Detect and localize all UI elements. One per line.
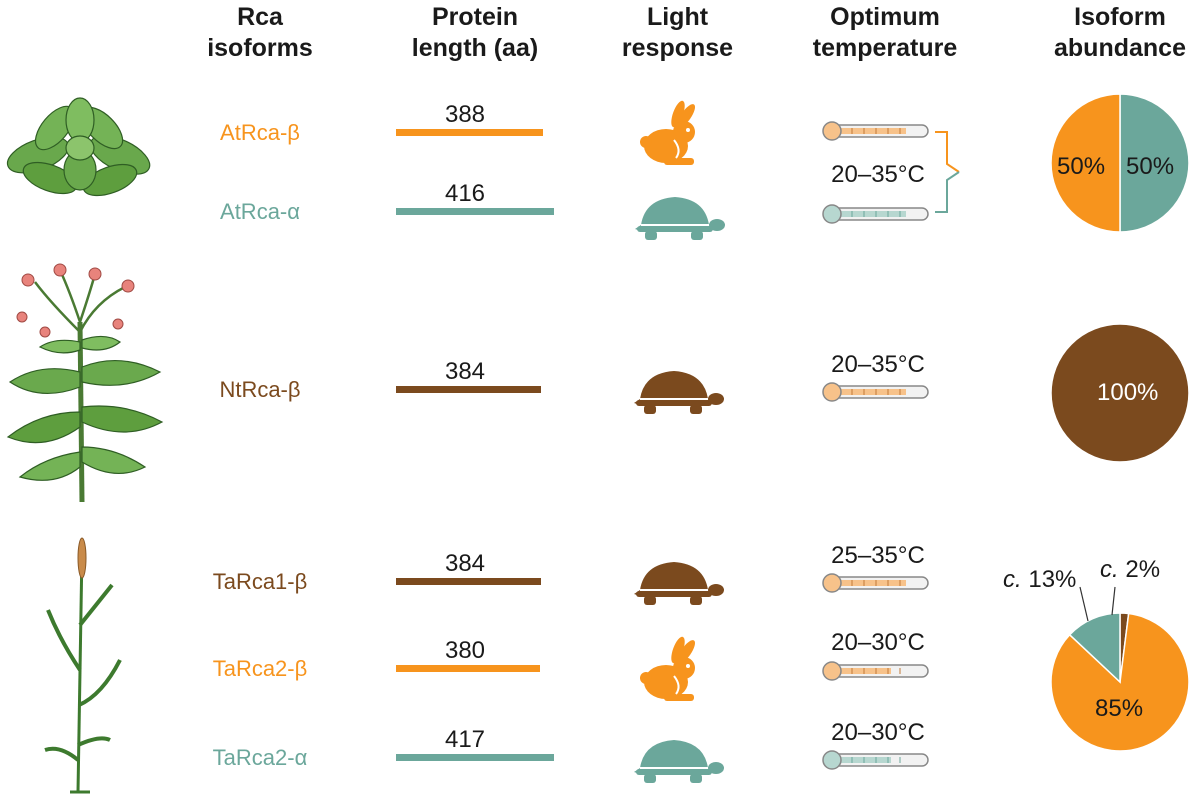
isoform-label: TaRca1-β xyxy=(212,569,308,594)
protein-length-bar xyxy=(396,578,541,585)
tobacco-plant-icon xyxy=(6,263,164,503)
temperature-range: 20–30°C xyxy=(831,629,925,656)
pie-slice-label: 50% xyxy=(1126,153,1175,180)
abundance-pie-arabidopsis xyxy=(1050,93,1190,233)
header-protein-length: Protein length (aa) xyxy=(411,3,539,62)
protein-length-bar xyxy=(396,129,543,136)
abundance-pie-tobacco xyxy=(1050,323,1190,463)
temperature-range: 20–35°C xyxy=(831,161,925,188)
pie-slice-label-brown: c. 2% xyxy=(1100,556,1161,583)
wheat-plant-icon xyxy=(44,537,122,794)
protein-length-value: 384 xyxy=(444,358,486,385)
temperature-range: 25–35°C xyxy=(831,542,925,569)
pie-slice-label: 50% xyxy=(1057,153,1106,180)
isoform-label: AtRca-β xyxy=(220,120,300,145)
pie-leader-lines xyxy=(1079,586,1116,622)
protein-length-value: 380 xyxy=(444,637,486,664)
protein-length-bar xyxy=(396,665,540,672)
arabidopsis-plant-icon xyxy=(6,97,151,197)
protein-length-value: 388 xyxy=(444,101,486,128)
thermometer-icon xyxy=(822,121,929,141)
pie-slice xyxy=(1050,93,1121,233)
pie-slice-label-teal: c. 13% xyxy=(1003,566,1077,593)
header-isoform-abundance: Isoform abundance xyxy=(1054,3,1186,62)
thermometer-icon xyxy=(822,204,929,224)
turtle-icon xyxy=(632,738,724,784)
isoform-label: TaRca2-β xyxy=(212,656,308,681)
protein-length-bar xyxy=(396,386,541,393)
pie-slice xyxy=(1119,93,1190,233)
header-isoforms: Rca isoforms xyxy=(207,3,313,62)
thermometer-icon xyxy=(822,573,929,593)
temperature-range: 20–35°C xyxy=(831,351,925,378)
pie-slice-label: 100% xyxy=(1097,379,1159,406)
rabbit-icon xyxy=(640,100,704,166)
temperature-range: 20–30°C xyxy=(831,719,925,746)
temperature-bracket xyxy=(935,131,960,213)
pie-slice-label: 85% xyxy=(1095,695,1144,722)
protein-length-value: 384 xyxy=(444,550,486,577)
isoform-label: NtRca-β xyxy=(219,377,301,402)
pie-slice xyxy=(1068,612,1121,684)
header-optimum-temperature: Optimum temperature xyxy=(812,3,958,62)
thermometer-icon xyxy=(822,750,929,770)
protein-length-bar xyxy=(396,754,554,761)
protein-length-value: 417 xyxy=(444,726,486,753)
isoform-label: TaRca2-α xyxy=(212,745,308,770)
thermometer-icon xyxy=(822,661,929,681)
turtle-icon xyxy=(632,369,724,415)
rabbit-icon xyxy=(640,636,704,702)
abundance-pie-wheat xyxy=(1050,612,1190,752)
turtle-icon xyxy=(632,560,724,606)
pie-slice xyxy=(1050,323,1190,463)
protein-length-bar xyxy=(396,208,554,215)
thermometer-icon xyxy=(822,382,929,402)
header-light-response: Light response xyxy=(621,3,734,62)
protein-length-value: 416 xyxy=(444,180,486,207)
isoform-label: AtRca-α xyxy=(220,199,300,224)
turtle-icon xyxy=(633,195,725,241)
